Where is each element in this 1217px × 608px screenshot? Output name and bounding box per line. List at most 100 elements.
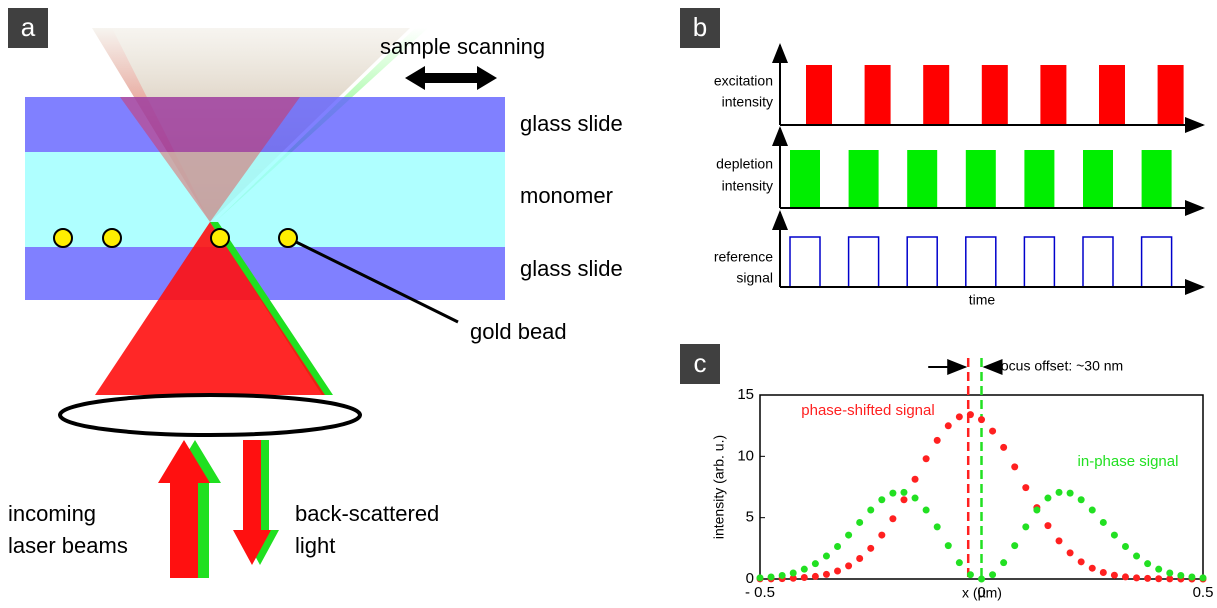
data-point bbox=[956, 413, 963, 420]
pulse bbox=[966, 150, 996, 208]
data-point bbox=[1067, 490, 1074, 497]
row-label: signal bbox=[736, 270, 773, 286]
x-tick-label: 0.5 bbox=[1193, 584, 1214, 601]
data-point bbox=[1100, 569, 1107, 576]
data-point bbox=[1111, 572, 1118, 579]
pulse bbox=[1024, 237, 1054, 287]
data-point bbox=[779, 572, 786, 579]
data-point bbox=[934, 437, 941, 444]
data-point bbox=[812, 573, 819, 580]
data-point bbox=[978, 416, 985, 423]
data-point bbox=[1200, 574, 1207, 581]
layer-label: monomer bbox=[520, 183, 613, 208]
data-point bbox=[845, 562, 852, 569]
data-point bbox=[989, 428, 996, 435]
x-tick-label: - 0.5 bbox=[745, 584, 775, 601]
data-point bbox=[867, 545, 874, 552]
data-point bbox=[768, 574, 775, 581]
annotation: focus offset: ~30 nm bbox=[997, 358, 1123, 374]
data-point bbox=[801, 566, 808, 573]
data-point bbox=[889, 515, 896, 522]
data-point bbox=[1144, 575, 1151, 582]
data-point bbox=[934, 523, 941, 530]
row-label: reference bbox=[714, 249, 773, 265]
data-point bbox=[1056, 537, 1063, 544]
pulse bbox=[806, 65, 832, 125]
data-point bbox=[1122, 573, 1129, 580]
pulse bbox=[1024, 150, 1054, 208]
data-point bbox=[801, 574, 808, 581]
panel-label: c bbox=[694, 348, 707, 378]
data-point bbox=[1078, 558, 1085, 565]
lens bbox=[60, 395, 360, 435]
data-point bbox=[834, 543, 841, 550]
data-point bbox=[1044, 522, 1051, 529]
data-point bbox=[1000, 444, 1007, 451]
bead-label: gold bead bbox=[470, 319, 567, 344]
pulse bbox=[907, 237, 937, 287]
data-point bbox=[1166, 569, 1173, 576]
scattered-label: back-scattered bbox=[295, 501, 439, 526]
gold-bead bbox=[103, 229, 121, 247]
pulse bbox=[1083, 150, 1113, 208]
data-point bbox=[1155, 575, 1162, 582]
x-label: time bbox=[969, 292, 996, 308]
row-label: excitation bbox=[714, 73, 773, 89]
data-point bbox=[1133, 553, 1140, 560]
data-point bbox=[912, 495, 919, 502]
pulse bbox=[982, 65, 1008, 125]
data-point bbox=[1044, 495, 1051, 502]
data-point bbox=[967, 411, 974, 418]
data-point bbox=[1033, 507, 1040, 514]
data-point bbox=[867, 507, 874, 514]
figure: a sample scanning glass slide monomer gl… bbox=[0, 0, 1217, 603]
data-point bbox=[989, 571, 996, 578]
incoming-label: incoming bbox=[8, 501, 96, 526]
glass-slide bbox=[25, 247, 505, 300]
data-point bbox=[1078, 496, 1085, 503]
data-point bbox=[834, 568, 841, 575]
data-point bbox=[812, 560, 819, 567]
pulse bbox=[1142, 237, 1172, 287]
pulse bbox=[849, 237, 879, 287]
scan-label: sample scanning bbox=[380, 34, 545, 59]
incoming-label: laser beams bbox=[8, 533, 128, 558]
data-point bbox=[856, 555, 863, 562]
data-point bbox=[923, 455, 930, 462]
gold-bead bbox=[54, 229, 72, 247]
panel-label: a bbox=[21, 12, 36, 42]
pulse bbox=[1040, 65, 1066, 125]
y-tick-label: 15 bbox=[737, 386, 754, 403]
data-point bbox=[1000, 559, 1007, 566]
data-point bbox=[923, 507, 930, 514]
data-point bbox=[1056, 489, 1063, 496]
pulse bbox=[923, 65, 949, 125]
data-point bbox=[823, 553, 830, 560]
panel-a: a sample scanning glass slide monomer gl… bbox=[8, 8, 623, 578]
data-point bbox=[945, 422, 952, 429]
data-point bbox=[978, 576, 985, 583]
pulse bbox=[865, 65, 891, 125]
data-point bbox=[1177, 572, 1184, 579]
data-point bbox=[757, 574, 764, 581]
row-label: intensity bbox=[722, 178, 773, 194]
data-point bbox=[1022, 523, 1029, 530]
data-point bbox=[1089, 565, 1096, 572]
data-point bbox=[900, 496, 907, 503]
pulse bbox=[1142, 150, 1172, 208]
monomer-layer bbox=[25, 152, 505, 247]
gold-bead bbox=[211, 229, 229, 247]
layer-label: glass slide bbox=[520, 256, 623, 281]
data-point bbox=[1022, 484, 1029, 491]
data-point bbox=[1188, 574, 1195, 581]
y-axis-label: intensity (arb. u.) bbox=[711, 435, 727, 539]
data-point bbox=[956, 559, 963, 566]
scattered-label: light bbox=[295, 533, 335, 558]
legend-entry: in-phase signal bbox=[1078, 453, 1179, 470]
data-point bbox=[878, 496, 885, 503]
data-point bbox=[1067, 549, 1074, 556]
data-point bbox=[889, 490, 896, 497]
gold-bead bbox=[279, 229, 297, 247]
data-point bbox=[845, 532, 852, 539]
data-point bbox=[1122, 543, 1129, 550]
